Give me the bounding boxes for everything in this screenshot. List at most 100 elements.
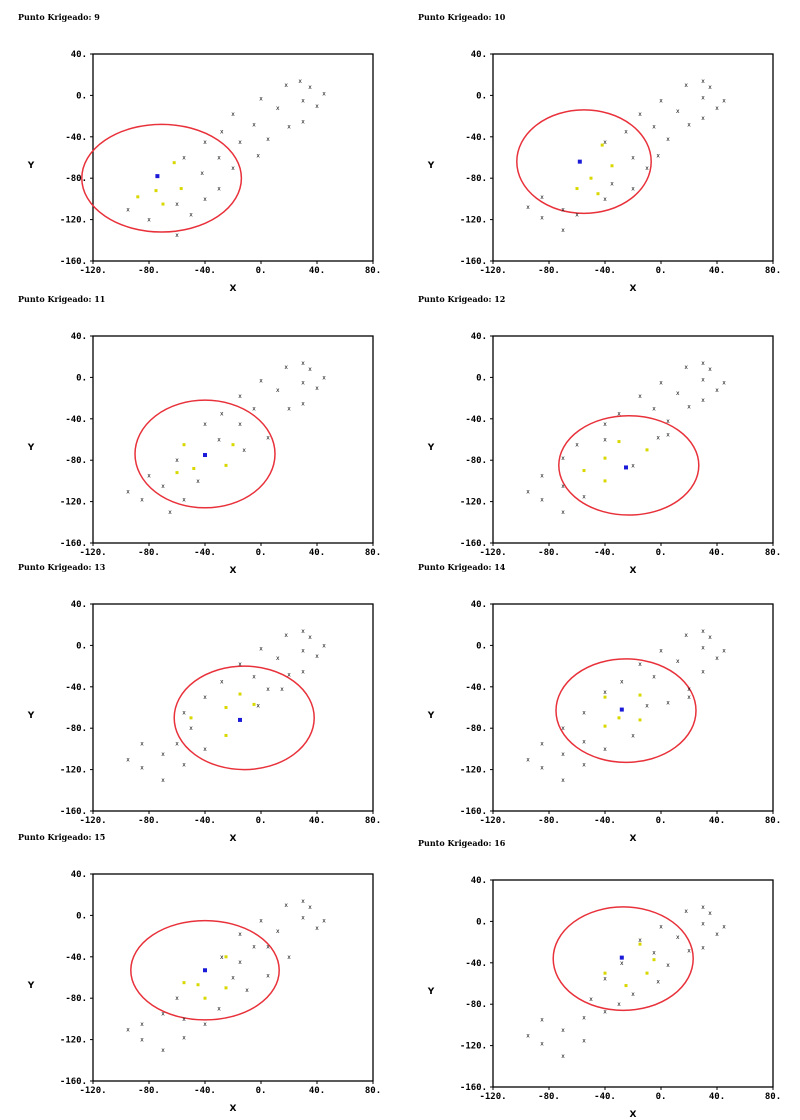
x-tick-label: 40. — [709, 1092, 725, 1102]
sample-point: x — [708, 366, 712, 373]
x-tick-label: -120. — [79, 1086, 106, 1096]
neighbor-point — [645, 448, 649, 452]
sample-point: x — [617, 1001, 621, 1008]
sample-point: x — [676, 658, 680, 665]
chart-title: Punto Krigeado: 15 — [18, 832, 106, 842]
neighbor-point — [589, 176, 593, 180]
sample-point: x — [238, 421, 242, 428]
chart-panel: Punto Krigeado: 14 -120. -80. -40. 0. 40. 80. 4… — [418, 562, 783, 844]
sample-point: x — [301, 668, 305, 675]
neighbor-point — [575, 187, 579, 191]
sample-point: x — [659, 648, 663, 655]
neighbor-point — [638, 693, 642, 697]
sample-point: x — [203, 421, 207, 428]
neighbor-point — [224, 706, 228, 709]
sample-point: x — [126, 756, 130, 763]
x-tick-label: -80. — [538, 266, 560, 276]
sample-point: x — [582, 493, 586, 500]
neighbor-point — [603, 971, 607, 975]
sample-point: x — [259, 378, 263, 385]
neighbor-point — [172, 161, 176, 165]
sample-point: x — [701, 376, 705, 383]
sample-point: x — [238, 661, 242, 668]
sample-point: x — [561, 725, 565, 732]
plot-frame — [492, 879, 774, 1088]
sample-point: x — [203, 196, 207, 203]
sample-point: x — [161, 1047, 165, 1054]
sample-point: x — [220, 129, 224, 136]
y-tick-label: -160. — [60, 257, 87, 267]
sample-point: x — [175, 995, 179, 1002]
neighbor-point — [161, 202, 165, 206]
sample-point: x — [701, 397, 705, 404]
neighbor-point — [252, 702, 256, 706]
chart-title: Punto Krigeado: 9 — [18, 12, 100, 22]
sample-point: x — [687, 694, 691, 701]
x-tick-label: 80. — [765, 266, 781, 276]
neighbor-point — [638, 942, 642, 946]
sample-point: x — [276, 387, 280, 394]
x-axis-label: X — [230, 834, 237, 844]
sample-point: x — [266, 972, 270, 979]
sample-point: x — [182, 1035, 186, 1042]
sample-point: x — [582, 739, 586, 746]
sample-point: x — [526, 1032, 530, 1039]
x-tick-label: 80. — [365, 548, 381, 558]
sample-point: x — [301, 380, 305, 387]
sample-point: x — [175, 232, 179, 239]
sample-point: x — [256, 152, 260, 159]
neighbor-point — [224, 733, 228, 737]
chart-svg: -120. -80. -40. 0. 40. 80.40.0.-40.-80.-120.-… — [27, 600, 381, 844]
sample-point: x — [617, 411, 621, 418]
y-tick-label: -120. — [460, 766, 487, 776]
sample-point: x — [676, 934, 680, 941]
y-axis-label: Y — [427, 443, 435, 453]
sample-point: x — [526, 488, 530, 495]
sample-point: x — [684, 364, 688, 371]
sample-point: x — [126, 1026, 130, 1033]
y-tick-label: 0. — [476, 373, 487, 383]
y-tick-label: -40. — [465, 683, 487, 693]
sample-point: x — [540, 765, 544, 772]
sample-point: x — [701, 360, 705, 367]
sample-point: x — [217, 1006, 221, 1013]
neighbor-point — [203, 996, 207, 1000]
plot-frame — [492, 53, 774, 262]
sample-point: x — [631, 732, 635, 739]
sample-point: x — [540, 215, 544, 222]
plot-frame — [92, 335, 374, 544]
search-ellipse — [552, 906, 694, 1012]
x-tick-label: 0. — [656, 266, 667, 276]
chart-svg: -120. -80. -40. 0. 40. 80.40.0.-40.-80.-120.-… — [427, 50, 781, 294]
sample-point: x — [701, 115, 705, 122]
sample-point: x — [687, 403, 691, 410]
x-axis-label: X — [230, 284, 237, 294]
y-tick-label: -80. — [65, 994, 87, 1004]
sample-point: x — [231, 975, 235, 982]
sample-point: x — [301, 914, 305, 921]
sample-point: x — [168, 509, 172, 516]
x-tick-label: 40. — [309, 266, 325, 276]
sample-point: x — [308, 84, 312, 91]
x-axis-label: X — [630, 284, 637, 294]
x-tick-label: -120. — [479, 266, 506, 276]
sample-point: x — [252, 673, 256, 680]
y-tick-label: -160. — [460, 539, 487, 549]
sample-point: x — [322, 918, 326, 925]
x-tick-label: -80. — [538, 548, 560, 558]
sample-point: x — [526, 204, 530, 211]
sample-point: x — [687, 121, 691, 128]
sample-point: x — [308, 366, 312, 373]
sample-point: x — [631, 991, 635, 998]
chart-panel: Punto Krigeado: 9 -120. -80. -40. 0. 40. 80. 40… — [18, 12, 383, 294]
sample-point: x — [203, 746, 207, 753]
chart-svg: -120. -80. -40. 0. 40. 80.40.0.-40.-80.-120.-… — [427, 600, 781, 844]
sample-point: x — [561, 509, 565, 516]
x-tick-label: 80. — [765, 548, 781, 558]
sample-point: x — [603, 139, 607, 146]
x-tick-label: -120. — [479, 1092, 506, 1102]
sample-point: x — [252, 121, 256, 128]
sample-point: x — [561, 1027, 565, 1034]
y-tick-label: -120. — [60, 1036, 87, 1046]
sample-point: x — [220, 679, 224, 686]
